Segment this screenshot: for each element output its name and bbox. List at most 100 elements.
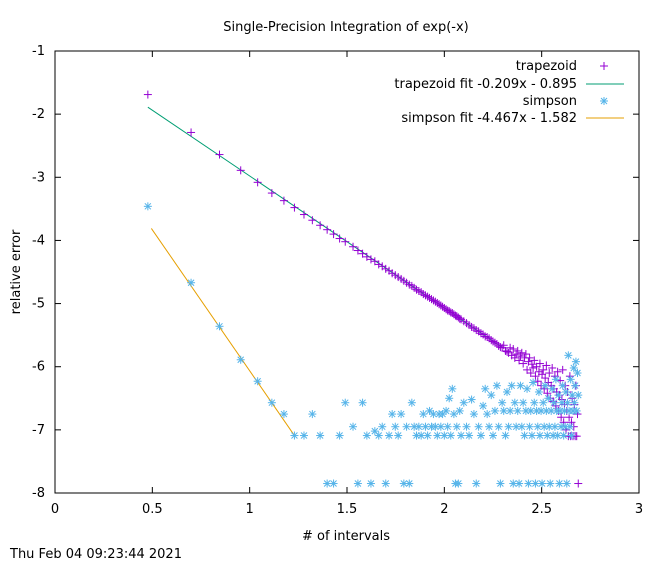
simpson-point <box>564 351 573 360</box>
simpson-series <box>143 202 583 488</box>
simpson-point <box>448 384 457 393</box>
simpson-point <box>385 431 394 440</box>
simpson-point <box>531 479 540 488</box>
simpson-point <box>308 410 317 419</box>
simpson-point <box>290 431 299 440</box>
trapezoid-point <box>253 178 262 187</box>
simpson-point <box>459 398 468 407</box>
simpson-point <box>550 422 559 431</box>
trapezoid-point <box>299 210 308 219</box>
simpson-point <box>370 427 379 436</box>
simpson-point <box>515 479 524 488</box>
trapezoid-point <box>519 359 528 368</box>
trapezoid-point <box>530 356 539 365</box>
simpson-point <box>454 479 463 488</box>
simpson-point <box>574 391 583 400</box>
trapezoid-point <box>341 237 350 246</box>
simpson-point <box>553 431 562 440</box>
simpson-point <box>541 381 550 390</box>
plot-border <box>54 50 640 494</box>
trapezoid-point <box>574 479 583 488</box>
simpson-point <box>362 431 371 440</box>
simpson-point <box>449 410 458 419</box>
simpson-point <box>215 322 224 331</box>
simpson-point <box>513 406 522 415</box>
simpson-point <box>510 398 519 407</box>
simpson-point <box>467 395 476 404</box>
trapezoid-point <box>316 221 325 230</box>
trapezoid-point <box>515 356 524 365</box>
trapezoid-point <box>531 372 540 381</box>
y-tick-label: -6 <box>32 360 45 375</box>
simpson-point <box>349 422 358 431</box>
simpson-point <box>476 431 485 440</box>
simpson-point <box>551 375 560 384</box>
trapezoid-point <box>279 196 288 205</box>
trapezoid-point <box>542 361 551 370</box>
simpson-point <box>490 406 499 415</box>
simpson-point <box>407 398 416 407</box>
trapezoid-point <box>499 341 508 350</box>
simpson-point <box>546 479 555 488</box>
trapezoid-point <box>539 365 548 374</box>
trapezoid-point <box>548 363 557 372</box>
trapezoid-point <box>187 128 196 137</box>
simpson-point <box>462 422 471 431</box>
trapezoid-point <box>526 369 535 378</box>
simpson-point <box>512 422 521 431</box>
simpson-point <box>559 431 568 440</box>
simpson-point <box>316 431 325 440</box>
legend-label: simpson <box>523 94 577 109</box>
simpson-point <box>388 410 397 419</box>
simpson-point <box>374 431 383 440</box>
simpson-point <box>507 381 516 390</box>
legend-star-marker <box>600 97 608 105</box>
trapezoid-point <box>557 413 566 422</box>
trapezoid-point <box>335 234 344 243</box>
y-axis-label: relative error <box>9 229 24 314</box>
simpson-point <box>570 398 579 407</box>
trapezoid-series <box>143 90 583 488</box>
x-axis-label: # of intervals <box>302 529 390 544</box>
simpson-point <box>187 278 196 287</box>
trapezoid-point <box>421 291 430 300</box>
simpson-point <box>443 422 452 431</box>
simpson-point <box>538 479 547 488</box>
simpson-point <box>457 431 466 440</box>
trapezoid-point <box>572 432 581 441</box>
simpson-point <box>504 422 513 431</box>
y-tick-label: -3 <box>32 170 45 185</box>
simpson-point <box>562 479 571 488</box>
simpson-point <box>572 406 581 415</box>
simpson-point <box>442 406 451 415</box>
simpson-point <box>487 391 496 400</box>
simpson-point <box>516 381 525 390</box>
trapezoid-point <box>533 377 542 386</box>
simpson-point <box>402 422 411 431</box>
trapezoid-point <box>510 353 519 362</box>
simpson-point <box>143 202 152 211</box>
simpson-point <box>445 394 454 403</box>
trapezoid-point <box>535 359 544 368</box>
trapezoid-point <box>366 255 375 264</box>
simpson-point <box>483 410 492 419</box>
x-tick-label: 2.5 <box>531 502 552 517</box>
simpson-point <box>253 377 262 386</box>
simpson-point <box>517 422 526 431</box>
simpson-point <box>423 431 432 440</box>
simpson-point <box>391 422 400 431</box>
simpson-point <box>566 375 575 384</box>
trapezoid-point <box>381 264 390 273</box>
simpson-point <box>524 479 533 488</box>
simpson-point <box>535 431 544 440</box>
simpson-point <box>571 381 580 390</box>
simpson-point <box>496 479 505 488</box>
simpson-point <box>537 406 546 415</box>
trapezoid-point <box>143 90 152 99</box>
timestamp: Thu Feb 04 09:23:44 2021 <box>10 547 182 562</box>
simpson-point <box>394 431 403 440</box>
simpson-point <box>378 422 387 431</box>
simpson-point <box>519 398 528 407</box>
simpson-point <box>548 384 557 393</box>
